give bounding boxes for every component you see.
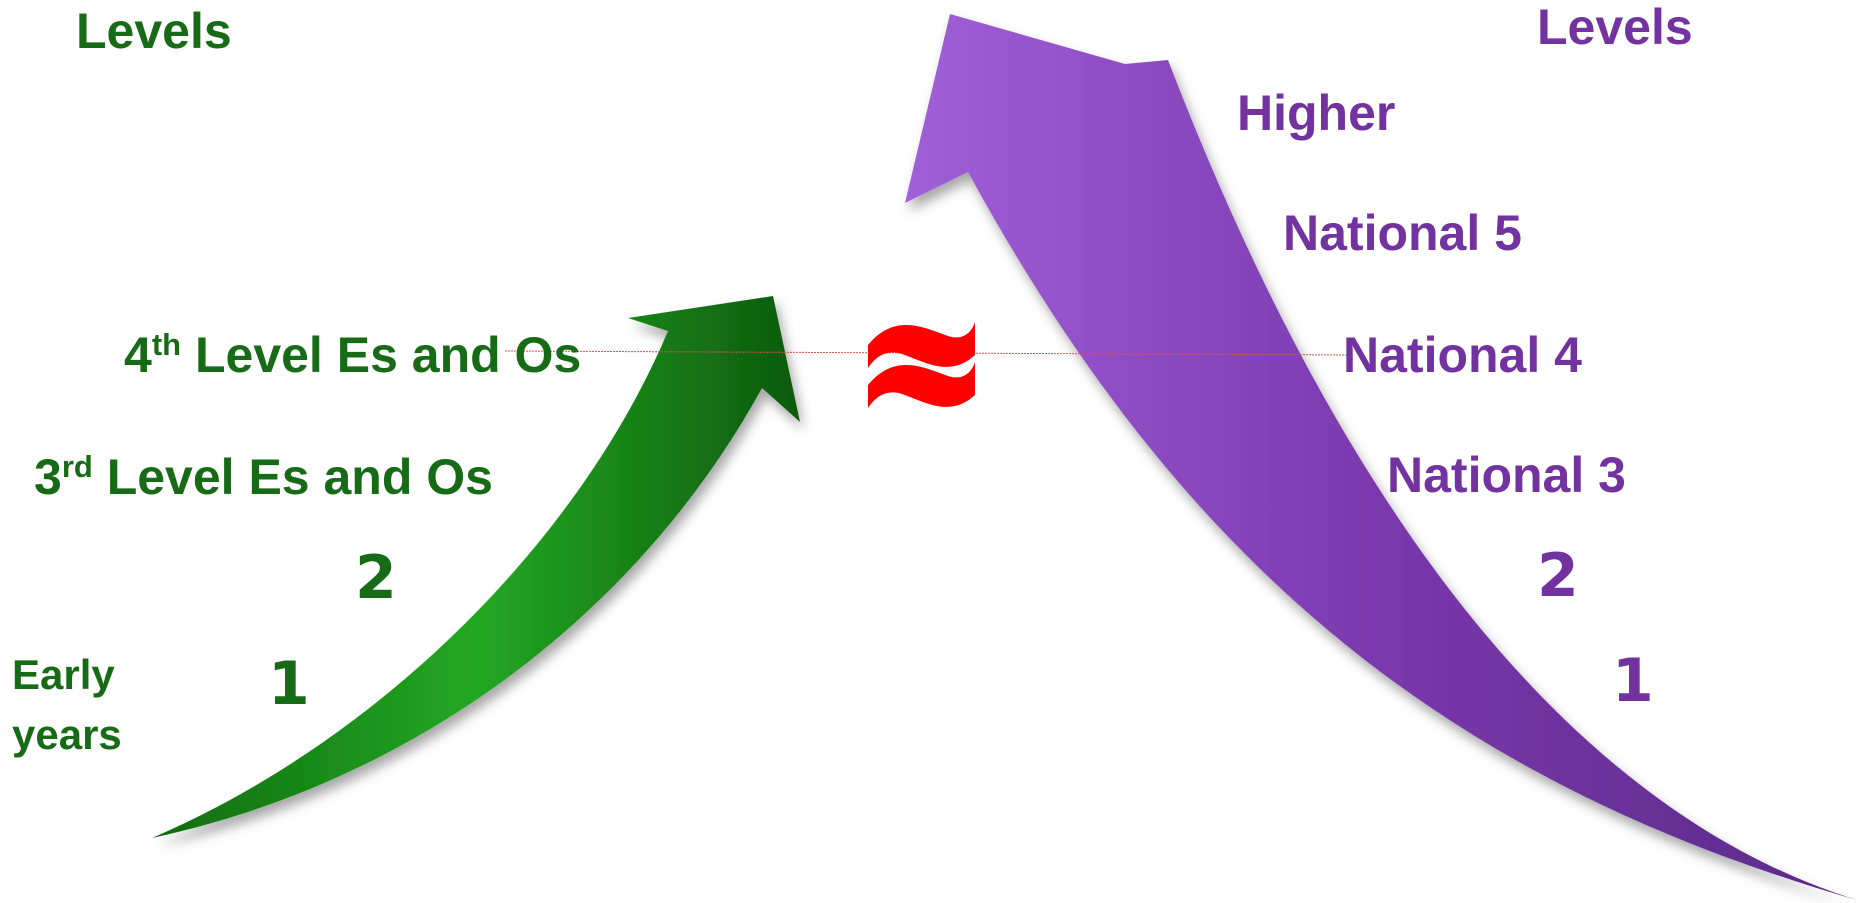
right-national4-label: National 4 — [1343, 327, 1582, 383]
right-national5-label: National 5 — [1283, 205, 1522, 261]
left-levels-heading: Levels — [76, 3, 232, 59]
level3-suffix: rd — [61, 448, 93, 484]
purple-progression-arrow — [905, 14, 1857, 900]
level4-suffix: th — [151, 326, 182, 362]
green-progression-arrow — [152, 296, 800, 838]
right-levels-heading: Levels — [1537, 0, 1693, 55]
early-years-line2: years — [12, 711, 122, 758]
left-level3-label: 3rd Level Es and Os — [34, 448, 493, 505]
right-level1-label: 1 — [1612, 646, 1654, 716]
left-level2-label: 2 — [355, 543, 397, 613]
level4-text: Level Es and Os — [181, 327, 582, 383]
right-national3-label: National 3 — [1387, 447, 1626, 503]
left-level4-label: 4th Level Es and Os — [124, 326, 582, 383]
level4-number: 4 — [124, 327, 152, 383]
level3-text: Level Es and Os — [92, 449, 493, 505]
left-level1-label: 1 — [268, 649, 310, 719]
left-early-years-label: Early years — [12, 645, 122, 765]
right-level2-label: 2 — [1537, 541, 1579, 611]
right-higher-label: Higher — [1237, 85, 1396, 141]
early-years-line1: Early — [12, 651, 115, 698]
level3-number: 3 — [34, 449, 62, 505]
